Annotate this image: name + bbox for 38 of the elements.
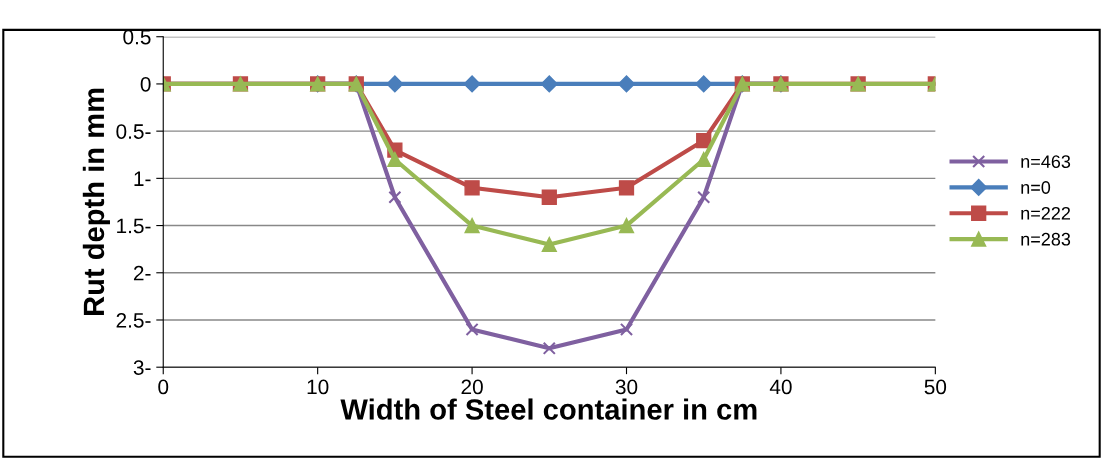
y-axis-title: Rut depth in mm xyxy=(82,88,110,316)
point xyxy=(387,151,403,168)
y-tick-label: 2- xyxy=(133,265,151,281)
point xyxy=(618,180,635,196)
legend-label: n=222 xyxy=(1021,206,1071,220)
point xyxy=(541,236,557,253)
x-tick-label: 50 xyxy=(924,379,947,395)
point xyxy=(465,322,479,337)
point xyxy=(697,190,711,204)
x-tick-label: 10 xyxy=(307,379,329,395)
point xyxy=(388,190,402,204)
point xyxy=(464,180,480,196)
x-tick-label: 40 xyxy=(769,379,792,395)
point xyxy=(619,322,634,337)
point xyxy=(464,217,480,234)
point xyxy=(541,189,557,205)
point xyxy=(696,132,712,149)
point xyxy=(618,217,635,234)
point xyxy=(540,75,558,93)
y-tick-label: 0.5- xyxy=(116,124,151,139)
point xyxy=(386,75,404,93)
point xyxy=(696,151,712,168)
point xyxy=(463,75,481,93)
x-tick-label: 30 xyxy=(615,379,638,395)
legend-label: n=463 xyxy=(1021,155,1071,169)
point xyxy=(617,75,636,93)
x-tick-label: 0 xyxy=(158,379,169,395)
x-axis-title: Width of Steel container in cm xyxy=(340,398,757,420)
x-tick-label: 20 xyxy=(461,379,483,395)
y-tick-label: 1- xyxy=(134,171,151,186)
y-tick-label: 1.5- xyxy=(117,218,151,234)
y-tick-label: 3- xyxy=(133,360,151,375)
legend-label: n=283 xyxy=(1021,232,1071,246)
legend-label: n=0 xyxy=(1021,181,1051,194)
y-tick-label: 0 xyxy=(140,76,151,92)
point xyxy=(695,75,713,93)
y-tick-label: 2.5- xyxy=(116,312,151,328)
point xyxy=(542,341,556,355)
